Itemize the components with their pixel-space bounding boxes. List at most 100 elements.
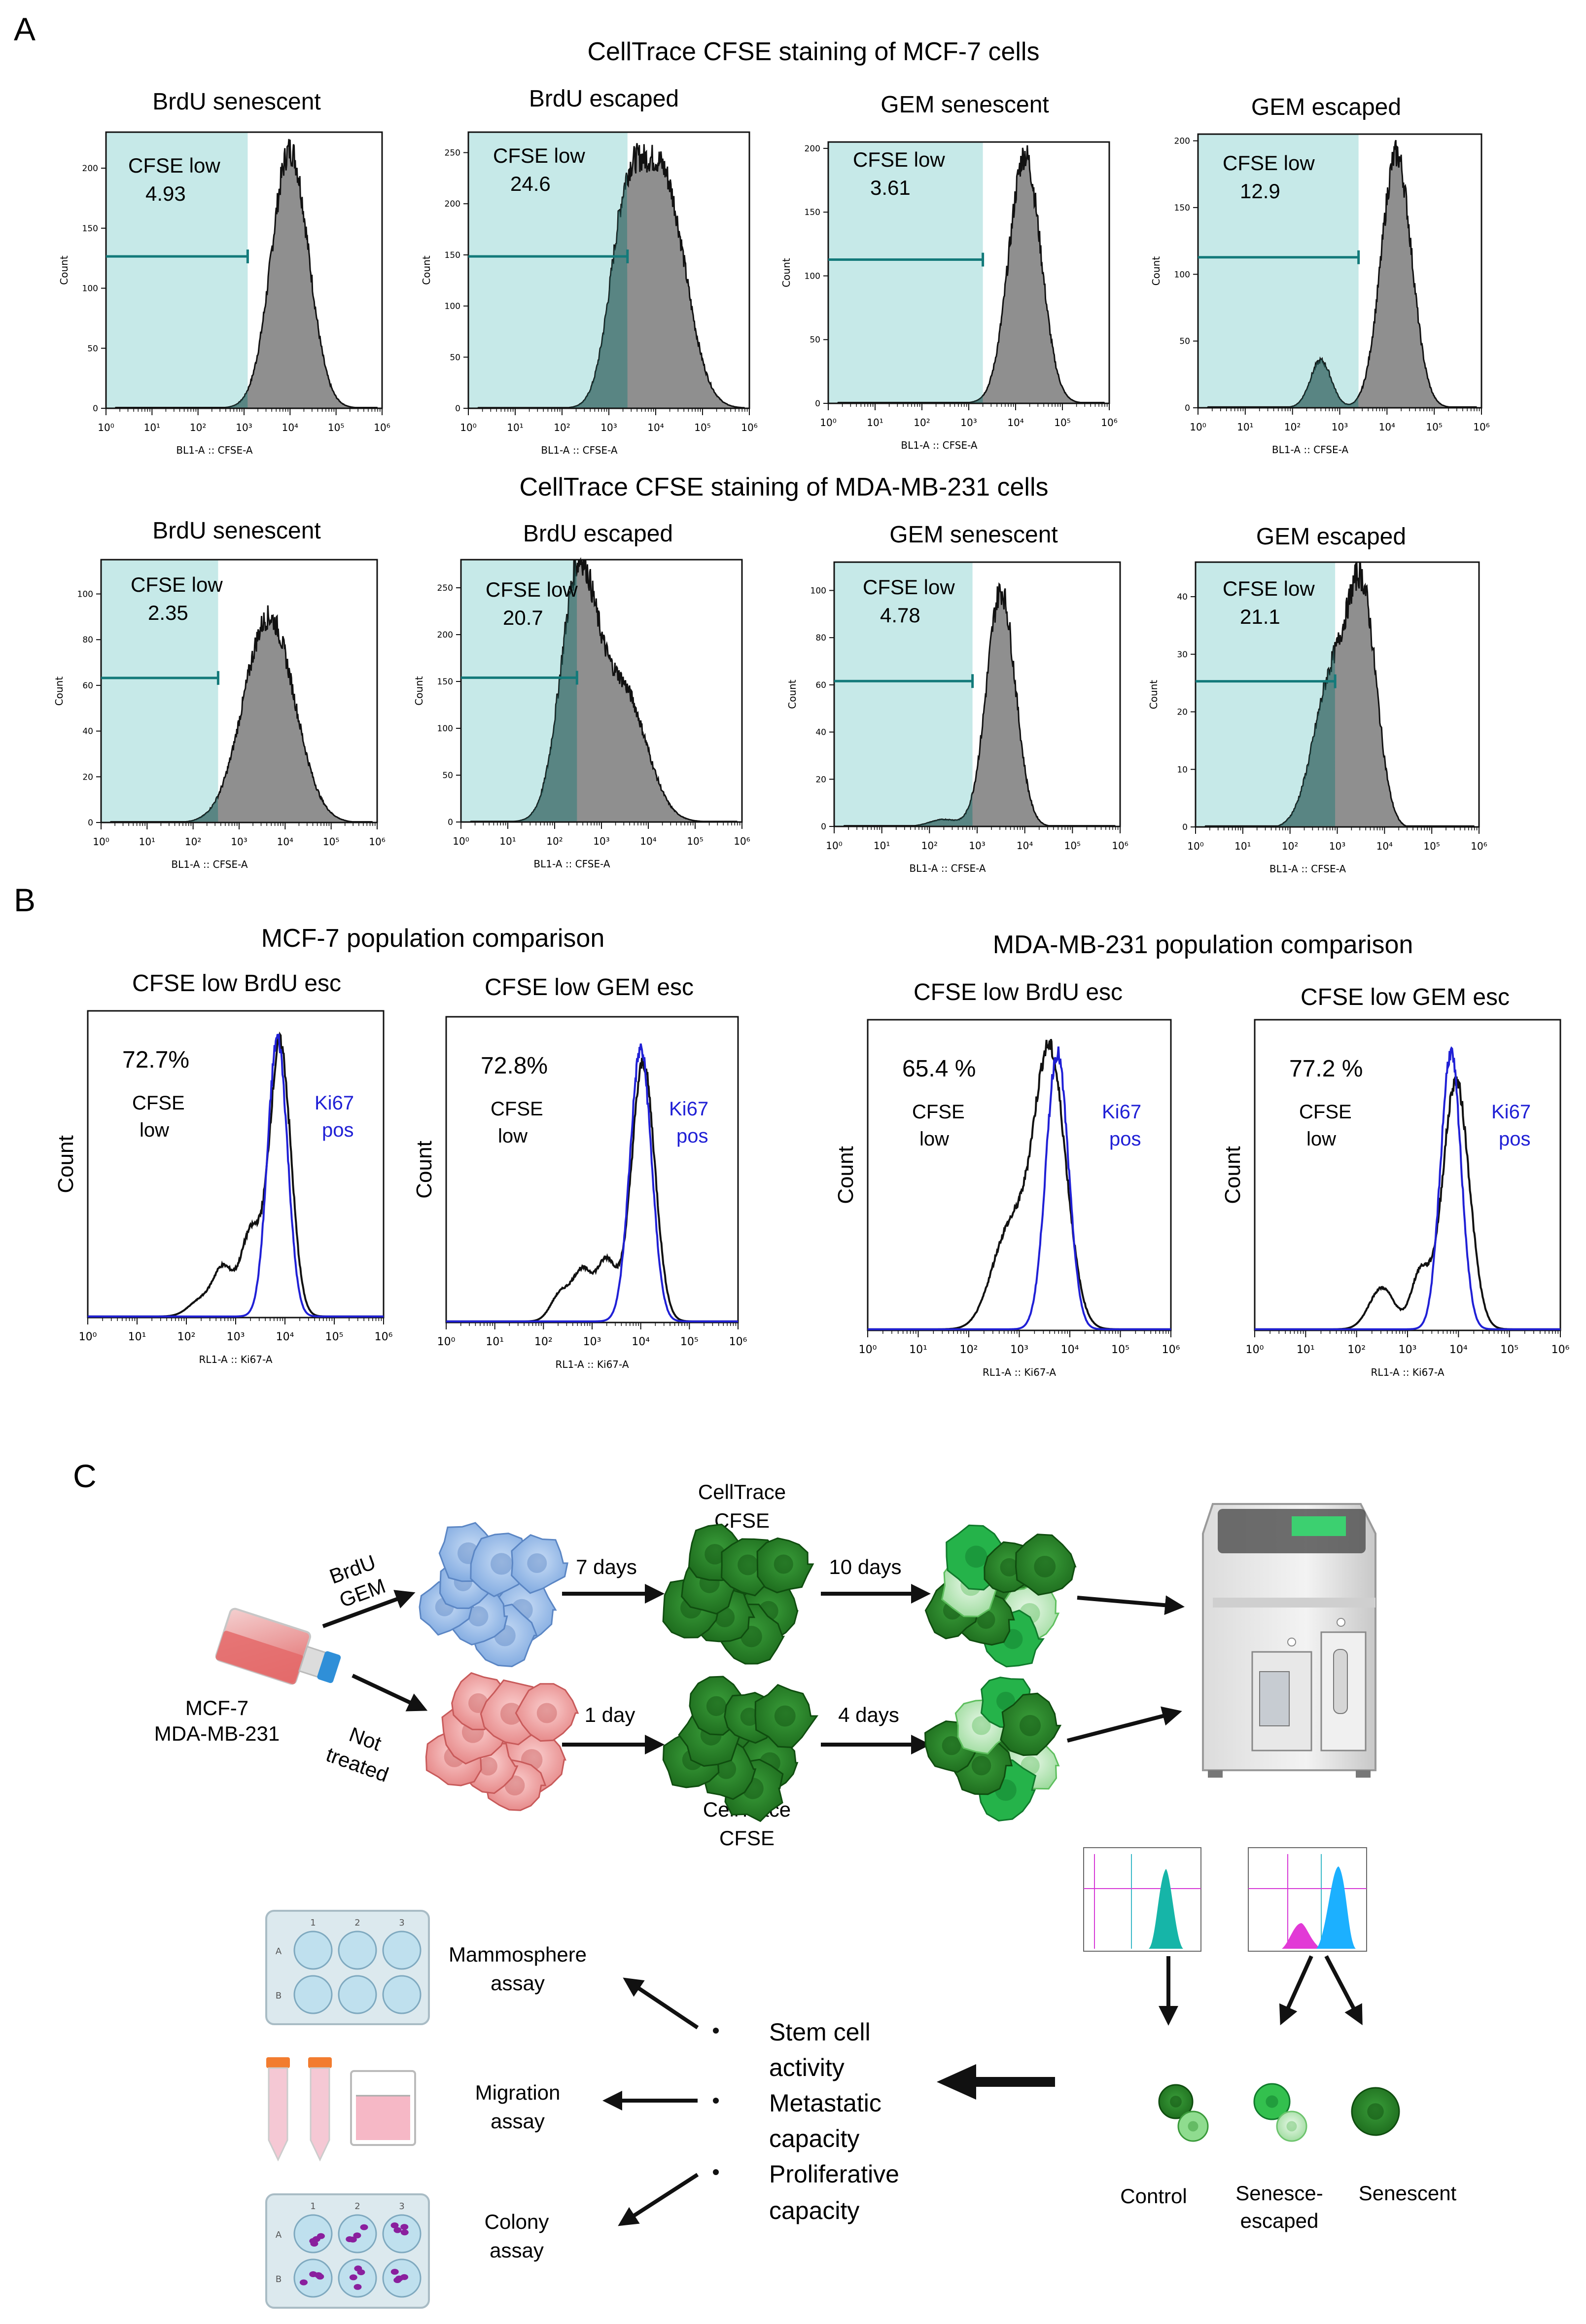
x-tick-label: 10⁵ [1426, 421, 1442, 433]
cell [511, 1534, 568, 1594]
arrow-down-senescent [1324, 1955, 1363, 2026]
arrow-to-sorter-top [1077, 1595, 1185, 1615]
cell-nucleus [500, 1703, 523, 1725]
x-tick-label: 10¹ [486, 1336, 504, 1348]
cell [1000, 1692, 1062, 1756]
colony-dot [400, 2229, 409, 2236]
y-tick-label: 50 [450, 353, 460, 362]
colony-plate-icon: 1 2 3 A B [265, 2193, 430, 2309]
y-tick-label: 40 [1177, 592, 1188, 602]
x-tick-label: 10¹ [507, 422, 523, 433]
arrow-to-untreated [352, 1674, 428, 1712]
chart-title: CFSE low BrdU esc [914, 979, 1123, 1005]
x-axis-label: BL1-A :: CFSE-A [909, 862, 986, 874]
gate-percent: 4.78 [880, 604, 920, 627]
gate-region [101, 560, 218, 822]
x-tick-label: 10⁴ [1007, 417, 1023, 429]
x-tick-label: 10¹ [909, 1344, 927, 1356]
gate-region [828, 142, 983, 403]
gate-label: CFSE low [128, 154, 220, 177]
x-tick-label: 10⁵ [1064, 840, 1081, 852]
legend-ki67-pos: pos [1109, 1128, 1141, 1150]
x-tick-label: 10⁰ [93, 836, 109, 848]
colony-dot [400, 2224, 409, 2230]
chart-title: CFSE low GEM esc [485, 974, 694, 1001]
colony-dot [353, 2232, 361, 2239]
x-tick-label: 10¹ [1237, 421, 1253, 433]
gate-label: CFSE low [1223, 577, 1315, 600]
legend-ki67: Ki67 [1491, 1101, 1531, 1123]
colony-dot [310, 2240, 318, 2247]
x-tick-label: 10³ [1332, 421, 1348, 433]
x-tick-label: 10³ [227, 1331, 245, 1343]
label-cell-lines-1: MCF-7 [185, 1696, 248, 1719]
outcome-6: capacity [769, 2197, 859, 2224]
x-tick-label: 10⁶ [1112, 840, 1128, 852]
legend-ki67-pos: pos [676, 1125, 708, 1147]
plate-row-label: B [276, 2274, 282, 2285]
cell-nucleus [972, 1716, 991, 1735]
well-plate-icon: 1 2 3 A B [265, 1910, 430, 2025]
gate-label: CFSE low [131, 573, 223, 596]
population-percent: 65.4 % [902, 1056, 976, 1082]
population-percent: 77.2 % [1289, 1056, 1363, 1082]
gate-percent: 2.35 [148, 601, 188, 624]
sorted-cell-nucleus [1286, 2121, 1297, 2132]
y-axis-label: Count [421, 255, 432, 285]
x-axis-label: BL1-A :: CFSE-A [1272, 444, 1348, 456]
label-4-days: 4 days [838, 1703, 899, 1726]
plate-well [293, 1975, 333, 2014]
arrow-to-sorter-bottom [1067, 1706, 1182, 1743]
plate-col-label: 1 [310, 2201, 316, 2212]
section-a-title-mcf7: CellTrace CFSE staining of MCF-7 cells [588, 37, 1040, 66]
x-axis-label: BL1-A :: CFSE-A [1269, 863, 1346, 875]
population-percent: 72.8% [481, 1053, 548, 1079]
x-tick-label: 10⁶ [1471, 840, 1487, 852]
x-axis-label: RL1-A :: Ki67-A [199, 1354, 273, 1365]
y-tick-label: 20 [815, 775, 826, 785]
y-tick-label: 50 [442, 771, 453, 781]
chart-3: GEM senescent CFSE low 3.61 0 50 100 150 200 Cou… [780, 92, 1118, 451]
cell [754, 1684, 819, 1749]
sort-plot-control-icon [1083, 1847, 1201, 1952]
y-tick-label: 0 [93, 404, 98, 414]
x-tick-label: 10¹ [144, 422, 160, 433]
x-tick-label: 10⁶ [1551, 1344, 1570, 1356]
plate-col-label: 1 [310, 1918, 316, 1928]
plate-col-label: 2 [354, 2201, 360, 2212]
y-tick-label: 100 [77, 590, 93, 600]
legend-cfse: CFSE [1299, 1101, 1352, 1123]
cell-nucleus [740, 1708, 759, 1726]
plate-row-label: A [276, 2230, 282, 2240]
x-tick-label: 10² [960, 1344, 978, 1356]
x-tick-label: 10⁵ [325, 1331, 344, 1343]
x-tick-label: 10⁰ [79, 1331, 97, 1343]
cell-nucleus [1034, 1556, 1056, 1577]
outcome-1: Stem cell [769, 2018, 871, 2046]
x-tick-label: 10³ [583, 1336, 601, 1348]
x-tick-label: 10⁵ [1423, 840, 1440, 852]
x-tick-label: 10² [1284, 421, 1301, 433]
x-tick-label: 10³ [231, 836, 247, 848]
x-tick-label: 10⁶ [729, 1336, 747, 1348]
x-tick-label: 10⁰ [1246, 1344, 1264, 1356]
centrifuge-tubes-icon [266, 2057, 332, 2162]
x-tick-label: 10⁵ [687, 835, 703, 847]
legend-ki67-pos: pos [1499, 1128, 1531, 1150]
y-axis-label: Count [413, 676, 425, 706]
y-axis-label: Count [412, 1141, 436, 1198]
label-cell-lines-2: MDA-MB-231 [154, 1722, 280, 1745]
plate-well [293, 2258, 333, 2298]
sorted-cell-nucleus [1188, 2121, 1198, 2132]
x-tick-label: 10⁵ [1500, 1344, 1518, 1356]
x-tick-label: 10⁵ [1111, 1344, 1129, 1356]
x-tick-label: 10⁶ [741, 422, 757, 433]
legend-cfse-low: low [919, 1128, 949, 1150]
chart-title: BrdU escaped [523, 521, 673, 547]
gate-percent: 3.61 [870, 176, 911, 199]
x-axis-label: RL1-A :: Ki67-A [983, 1366, 1056, 1378]
chart-7: GEM senescent CFSE low 4.78 0 20 40 60 80 100 Cou… [786, 522, 1128, 874]
legend-cfse: CFSE [132, 1092, 185, 1114]
sort-plot-treated-icon [1248, 1847, 1367, 1952]
